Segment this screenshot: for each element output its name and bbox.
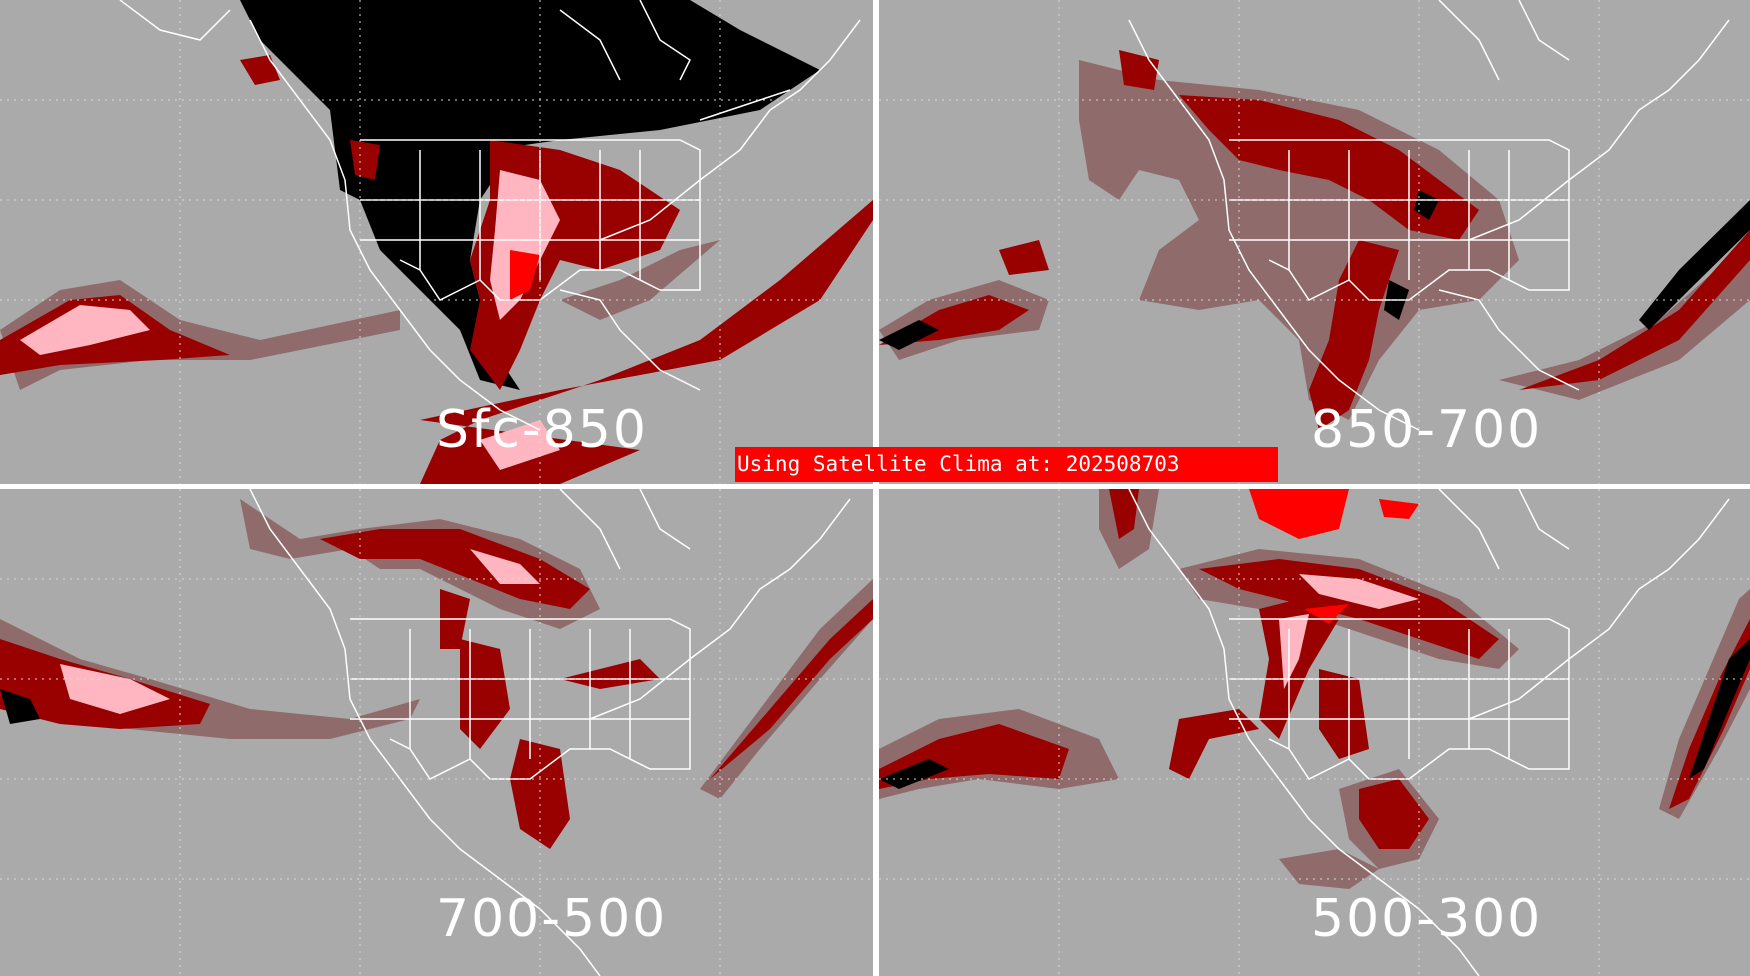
layer-label: 700-500 — [436, 889, 668, 949]
moisture-very-high — [490, 170, 560, 320]
moisture-medium — [420, 200, 873, 484]
map-500-300 — [879, 489, 1750, 976]
moisture-low — [700, 579, 873, 799]
moisture-medium — [460, 639, 510, 749]
moisture-high — [510, 250, 540, 300]
moisture-medium — [320, 529, 590, 609]
satellite-climo-banner: Using Satellite Clima at: 202508703 — [735, 447, 1278, 482]
map-sfc-850 — [0, 0, 873, 484]
moisture-medium — [560, 659, 660, 689]
moisture-medium — [1259, 599, 1339, 739]
moisture-very-high — [60, 664, 170, 714]
moisture-low — [1499, 240, 1750, 400]
moisture-medium — [1519, 230, 1750, 390]
moisture-very-high — [470, 549, 540, 584]
moisture-high — [1249, 489, 1349, 539]
moisture-very-high — [1299, 574, 1419, 609]
graticule — [879, 0, 1750, 484]
moisture-medium — [1669, 619, 1750, 809]
panel-sfc-850: Sfc-850 — [0, 0, 873, 484]
moisture-mask — [879, 759, 949, 789]
panel-divider-horizontal — [0, 484, 1750, 489]
coastline-borders — [1128, 0, 1730, 431]
moisture-mask — [1689, 639, 1750, 779]
moisture-medium — [350, 140, 380, 180]
moisture-medium — [1119, 50, 1159, 90]
moisture-low — [1279, 849, 1379, 889]
moisture-very-high — [20, 305, 150, 355]
moisture-medium — [1319, 669, 1369, 759]
panel-700-500: 700-500 — [0, 489, 873, 976]
layer-label: 850-700 — [1311, 400, 1543, 460]
map-700-500 — [0, 489, 873, 976]
moisture-medium — [1199, 559, 1499, 659]
moisture-mask — [1639, 200, 1750, 330]
layer-label: 500-300 — [1311, 889, 1543, 949]
moisture-medium — [1169, 709, 1259, 779]
moisture-very-high — [480, 420, 560, 470]
moisture-low — [1659, 589, 1750, 819]
moisture-medium — [710, 599, 873, 779]
moisture-medium — [1309, 240, 1399, 430]
moisture-mask — [1414, 190, 1439, 220]
moisture-mask — [0, 689, 40, 724]
map-850-700 — [879, 0, 1750, 484]
moisture-very-high — [1279, 614, 1309, 689]
moisture-low — [240, 499, 600, 629]
moisture-medium — [510, 739, 570, 849]
moisture-medium — [1109, 489, 1139, 539]
terrain-mask — [240, 0, 820, 390]
coastline-borders — [119, 0, 861, 431]
moisture-high — [1304, 604, 1349, 624]
moisture-high — [1379, 499, 1419, 519]
moisture-medium — [1179, 95, 1479, 240]
graticule — [879, 489, 1750, 976]
layer-label: Sfc-850 — [436, 400, 648, 460]
moisture-mask — [879, 320, 939, 350]
panel-850-700: 850-700 — [879, 0, 1750, 484]
panel-500-300: 500-300 — [879, 489, 1750, 976]
coastline-borders — [1128, 489, 1730, 976]
moisture-medium — [999, 240, 1049, 275]
moisture-medium — [240, 55, 280, 85]
moisture-medium — [1359, 779, 1429, 849]
coastline-borders — [249, 489, 851, 976]
